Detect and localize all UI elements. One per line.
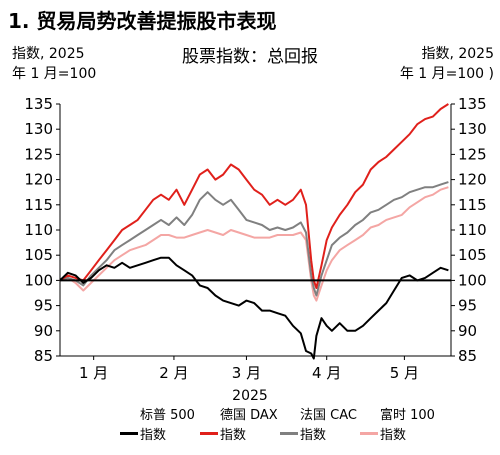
series-line-ftse	[59, 186, 449, 302]
right-axis-unit-line1: 指数, 2025	[421, 46, 494, 62]
x-tick-label: 2 月	[159, 364, 188, 382]
x-tick-label: 3 月	[232, 364, 261, 382]
legend-label-ftse: 富时 100 指数	[380, 408, 435, 443]
series-line-cac	[59, 181, 449, 297]
series-line-dax	[59, 103, 449, 289]
y-tick-left-label: 120	[24, 171, 53, 189]
chart-subtitle: 股票指数：总回报	[182, 47, 318, 67]
y-tick-left-label: 95	[34, 297, 53, 315]
y-tick-left-label: 115	[24, 196, 53, 214]
legend-label-sp500: 标普 500 指数	[140, 408, 195, 443]
legend-swatch-ftse	[360, 432, 378, 435]
y-tick-right-label: 135	[458, 95, 487, 113]
y-tick-right-label: 100	[458, 271, 487, 289]
x-tick-label: 5 月	[390, 364, 419, 382]
legend-swatch-dax	[200, 432, 218, 435]
right-axis-unit: 指数, 2025 年 1 月=100 )	[400, 44, 494, 84]
y-tick-right-label: 130	[458, 120, 487, 138]
legend-label-dax: 德国 DAX 指数	[220, 408, 278, 443]
y-tick-right-label: 85	[458, 347, 477, 365]
y-tick-left-label: 90	[34, 322, 53, 340]
y-tick-left-label: 125	[24, 145, 53, 163]
chart-title: 1. 贸易局势改善提振股市表现	[8, 9, 277, 33]
y-tick-left-label: 135	[24, 95, 53, 113]
y-tick-right-label: 120	[458, 171, 487, 189]
x-axis-label: 2025	[232, 388, 268, 404]
y-tick-right-label: 95	[458, 297, 477, 315]
y-tick-right-label: 110	[458, 221, 487, 239]
right-axis-unit-line2: 年 1 月=100 )	[399, 66, 494, 82]
x-tick-label: 1 月	[79, 364, 108, 382]
left-axis-unit-line2: 年 1 月=100	[12, 66, 97, 82]
y-tick-left-label: 105	[24, 246, 53, 264]
y-tick-left-label: 110	[24, 221, 53, 239]
series-line-sp500	[59, 256, 449, 360]
left-axis-unit-line1: 指数, 2025	[12, 46, 85, 62]
y-tick-left-label: 85	[34, 347, 53, 365]
y-tick-right-label: 105	[458, 246, 487, 264]
y-tick-right-label: 125	[458, 145, 487, 163]
x-tick-label: 4 月	[312, 364, 341, 382]
legend-swatch-sp500	[120, 432, 138, 435]
legend-label-cac: 法国 CAC 指数	[300, 408, 357, 443]
y-tick-right-label: 90	[458, 322, 477, 340]
left-axis-unit: 指数, 2025 年 1 月=100	[12, 44, 96, 84]
y-tick-left-label: 100	[24, 271, 53, 289]
legend-swatch-cac	[280, 432, 298, 435]
y-tick-right-label: 115	[458, 196, 487, 214]
y-tick-left-label: 130	[24, 120, 53, 138]
